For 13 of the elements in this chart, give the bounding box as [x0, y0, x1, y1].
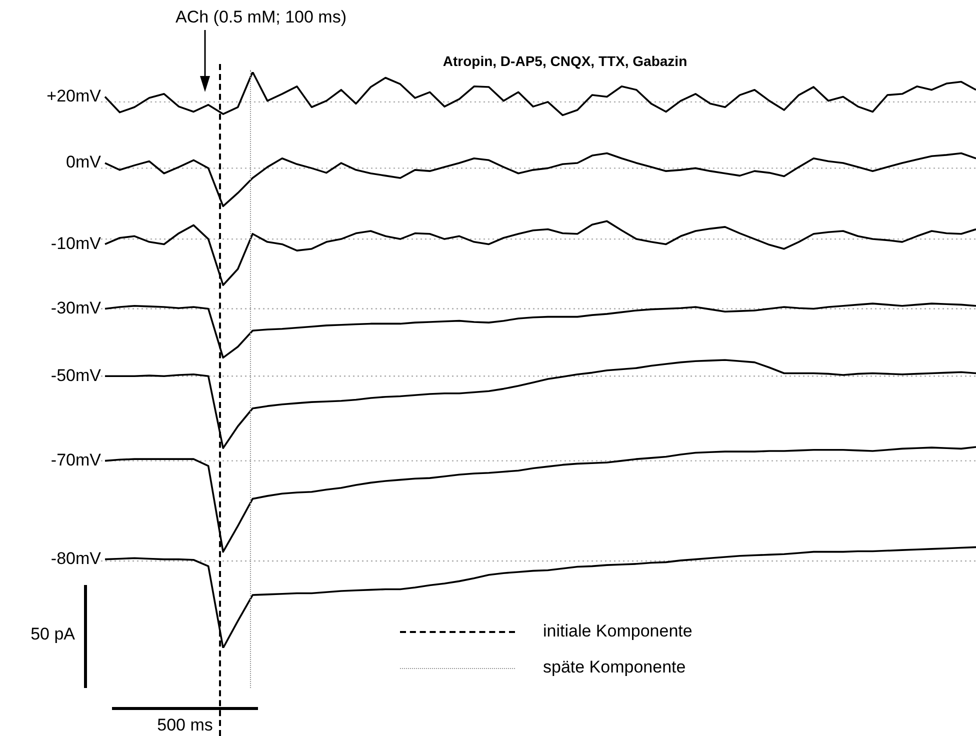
text: 500 ms	[157, 716, 213, 735]
series-label: +20mV	[46, 86, 102, 106]
series-label: -50mV	[50, 366, 102, 385]
series-label: -70mV	[50, 450, 102, 470]
text: späte Komponente	[543, 658, 686, 677]
text: 50 pA	[30, 624, 76, 644]
series-label: -10mV	[50, 234, 102, 253]
series-label: -30mV	[50, 298, 102, 318]
text: ACh (0.5 mM; 100 ms)	[176, 8, 346, 27]
series-label: 0mV	[66, 152, 102, 172]
annotation: initiale Komponente	[543, 622, 692, 641]
series-label: -80mV	[50, 548, 102, 568]
chart-title: Atropin, D-AP5, CNQX, TTX, Gabazin	[442, 53, 688, 69]
